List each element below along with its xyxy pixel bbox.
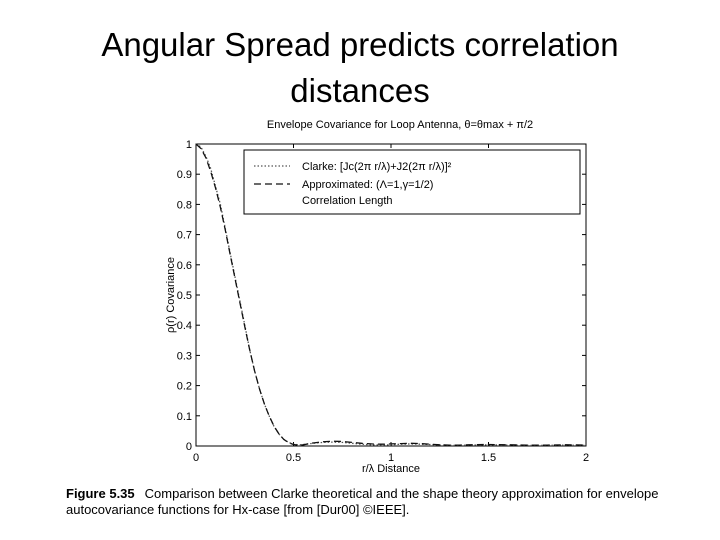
x-tick-label: 0.5 bbox=[286, 452, 301, 464]
y-axis-label: ρ(r) Covariance bbox=[165, 257, 177, 333]
y-tick-label: 0.1 bbox=[177, 411, 192, 423]
legend-entry-approximated: Approximated: (Λ=1,γ=1/2) bbox=[302, 179, 433, 191]
legend: Clarke: [Jc(2π r/λ)+J2(2π r/λ)]² Approxi… bbox=[243, 149, 581, 215]
y-tick-label: 0.4 bbox=[177, 320, 192, 332]
slide-title-line1: Angular Spread predicts correlation bbox=[101, 26, 619, 63]
series-layer bbox=[195, 143, 587, 447]
y-tick-label: 0.8 bbox=[177, 199, 192, 211]
y-tick-label: 0.2 bbox=[177, 381, 192, 393]
covariance-chart: Envelope Covariance for Loop Antenna, θ=… bbox=[165, 119, 589, 475]
figure-caption: Figure 5.35 Comparison between Clarke the… bbox=[66, 486, 696, 518]
y-tick-label: 0.3 bbox=[177, 350, 192, 362]
caption-text: Comparison between Clarke theoretical an… bbox=[66, 486, 659, 517]
slide-title-line2: distances bbox=[290, 72, 430, 109]
y-axis: 0 0.1 0.2 0.3 0.4 0.5 0.6 0.7 0.8 0.9 1 bbox=[177, 139, 586, 453]
x-tick-label: 2 bbox=[583, 452, 589, 464]
x-axis: 0 0.5 1 1.5 2 bbox=[193, 144, 589, 464]
chart-title: Envelope Covariance for Loop Antenna, θ=… bbox=[267, 119, 533, 131]
series-line-approximated bbox=[195, 143, 587, 446]
y-tick-label: 0 bbox=[186, 441, 192, 453]
x-tick-label: 1 bbox=[388, 452, 394, 464]
y-tick-label: 1 bbox=[186, 139, 192, 151]
x-tick-label: 1.5 bbox=[481, 452, 496, 464]
y-tick-label: 0.5 bbox=[177, 290, 192, 302]
slide-title: Angular Spread predicts correlation dist… bbox=[0, 22, 720, 114]
x-axis-label: r/λ Distance bbox=[362, 463, 420, 475]
y-tick-label: 0.9 bbox=[177, 169, 192, 181]
legend-entry-correlation-length: Correlation Length bbox=[302, 195, 393, 207]
figure-number: Figure 5.35 bbox=[66, 486, 135, 501]
x-tick-label: 0 bbox=[193, 452, 199, 464]
y-tick-label: 0.7 bbox=[177, 230, 192, 242]
legend-box bbox=[243, 149, 581, 215]
y-tick-label: 0.6 bbox=[177, 260, 192, 272]
legend-entry-clarke: Clarke: [Jc(2π r/λ)+J2(2π r/λ)]² bbox=[302, 161, 452, 173]
